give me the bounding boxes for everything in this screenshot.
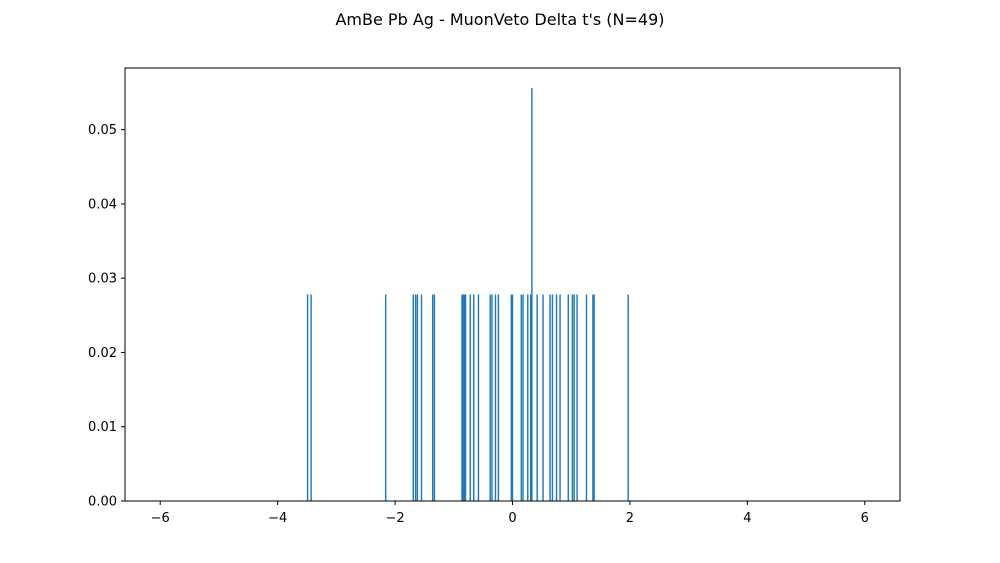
histogram-bar — [531, 88, 533, 502]
histogram-bar — [555, 294, 558, 501]
histogram-bar — [416, 294, 419, 501]
histogram-bar — [491, 294, 493, 501]
x-tick-label: 0 — [508, 511, 516, 526]
histogram-bar — [414, 294, 417, 501]
histogram-bar — [306, 294, 309, 501]
y-axis: 0.00 0.01 0.02 0.03 0.04 0.05 — [88, 123, 125, 510]
y-tick-label: 0.00 — [88, 495, 117, 510]
x-tick-label: −2 — [385, 511, 404, 526]
histogram-bar — [497, 294, 500, 501]
histogram-bar — [522, 294, 524, 501]
histogram-bar — [551, 294, 554, 501]
histogram-bar — [536, 294, 538, 501]
histogram-bar — [420, 294, 423, 501]
histogram-bar — [489, 294, 491, 501]
histogram-bar — [576, 294, 578, 501]
bars-group — [306, 88, 629, 502]
histogram-bar — [567, 294, 569, 501]
x-axis: −6 −4 −2 0 2 4 6 — [151, 501, 869, 526]
histogram-bar — [463, 294, 466, 501]
histogram-bar — [310, 294, 312, 501]
x-tick-label: 6 — [861, 511, 869, 526]
chart-title: AmBe Pb Ag - MuonVeto Delta t's (N=49) — [335, 10, 664, 29]
histogram-bar — [510, 294, 513, 501]
y-tick-label: 0.02 — [88, 346, 117, 361]
y-tick-label: 0.04 — [88, 197, 117, 212]
histogram-bar — [431, 294, 434, 501]
histogram-bar — [593, 294, 595, 501]
histogram-bar — [462, 294, 464, 501]
x-tick-label: −6 — [151, 511, 170, 526]
histogram-bar — [384, 294, 387, 501]
histogram-bar — [412, 294, 414, 501]
histogram-bar — [469, 294, 471, 501]
histogram-bar — [527, 294, 529, 501]
histogram-bar — [494, 294, 497, 501]
histogram-bar — [529, 294, 532, 501]
histogram-bar — [585, 294, 588, 501]
histogram-bar — [473, 294, 475, 501]
histogram-bar — [464, 294, 467, 501]
y-tick-label: 0.03 — [88, 272, 117, 287]
histogram-bar — [571, 294, 574, 501]
histogram-bar — [542, 294, 544, 501]
x-tick-label: 4 — [743, 511, 751, 526]
histogram-bar — [520, 294, 523, 501]
x-tick-label: 2 — [626, 511, 634, 526]
histogram-bar — [549, 294, 551, 501]
histogram-bar — [433, 294, 436, 501]
histogram-bar — [592, 294, 594, 501]
plot-frame — [124, 67, 901, 502]
histogram-bar — [461, 294, 463, 501]
histogram-bar — [559, 294, 561, 501]
histogram-bar — [511, 294, 514, 501]
x-tick-label: −4 — [268, 511, 287, 526]
histogram-bar — [477, 294, 480, 501]
y-tick-label: 0.05 — [88, 123, 117, 138]
histogram-bar — [573, 294, 575, 501]
y-tick-label: 0.01 — [88, 420, 117, 435]
histogram-bar — [627, 294, 629, 501]
